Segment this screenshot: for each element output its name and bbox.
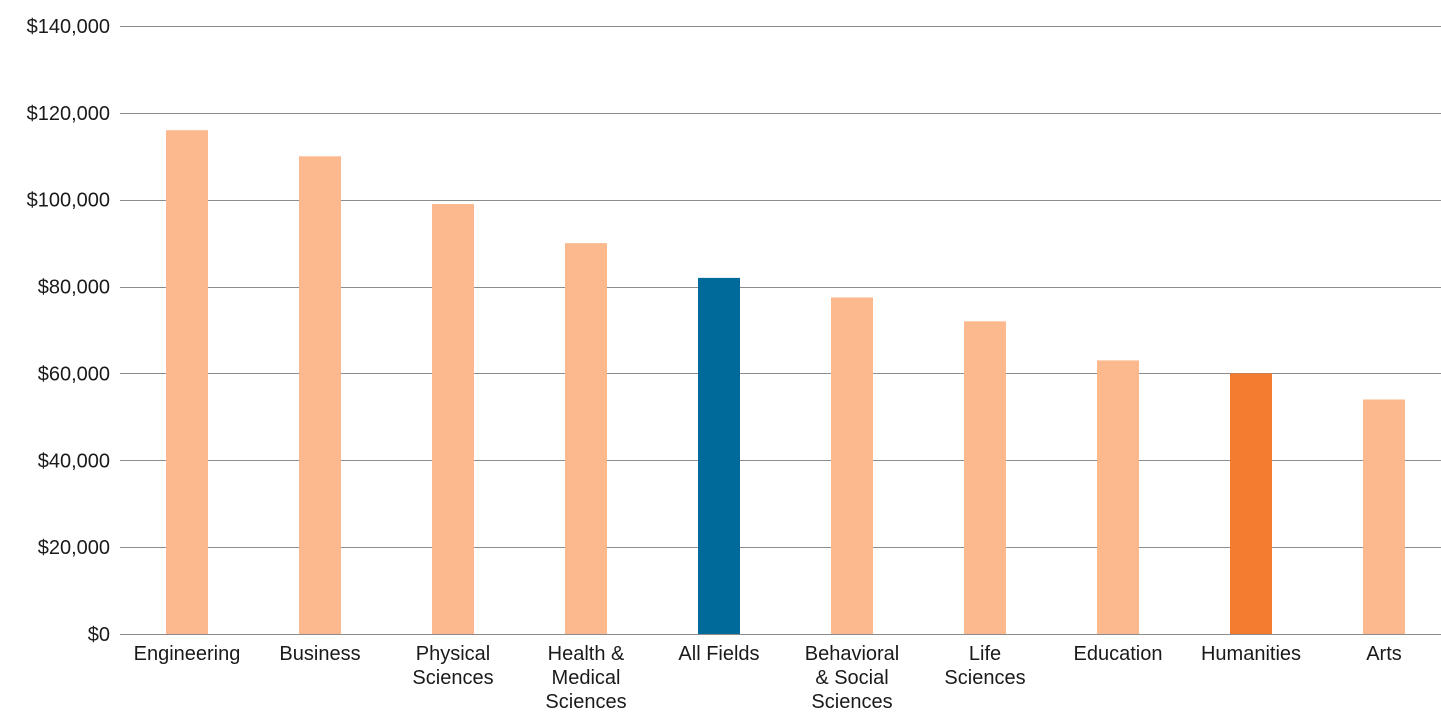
x-tick-label-line: Sciences (944, 667, 1025, 689)
bar (1230, 373, 1272, 634)
x-tick-label-line: All Fields (678, 643, 759, 665)
y-tick-label: $60,000 (38, 363, 110, 385)
x-tick-label-line: Health & (548, 643, 625, 665)
x-tick-label-line: Sciences (412, 667, 493, 689)
x-tick-label-line: Sciences (811, 691, 892, 713)
x-tick-label: Physical Sciences (412, 643, 493, 689)
x-tick-label-line: Engineering (134, 643, 241, 665)
x-tick-label: Education (1074, 643, 1163, 665)
bar (1363, 399, 1405, 634)
y-tick-label: $0 (88, 624, 110, 646)
bar (166, 130, 208, 634)
bar (432, 204, 474, 635)
x-tick-label: Behavioral & Social Sciences (805, 643, 900, 713)
bar (831, 297, 873, 634)
y-axis-tick-labels: $0 $20,000 $40,000 $60,000 $80,000 $100,000 $1… (27, 16, 110, 646)
x-tick-label: Life Sciences (944, 643, 1025, 689)
x-tick-label: Engineering (134, 643, 241, 665)
x-tick-label: All Fields (678, 643, 759, 665)
x-tick-label-line: Physical (416, 643, 490, 665)
x-tick-label-line: Behavioral (805, 643, 900, 665)
x-tick-label-line: Arts (1366, 643, 1402, 665)
bar (964, 321, 1006, 634)
x-tick-label: Business (279, 643, 360, 665)
y-tick-label: $140,000 (27, 16, 110, 38)
x-tick-label-line: Life (969, 643, 1001, 665)
x-tick-label-line: Business (279, 643, 360, 665)
y-tick-label: $100,000 (27, 190, 110, 212)
bar (698, 277, 740, 634)
x-tick-label-line: Humanities (1201, 643, 1301, 665)
x-tick-label-line: Education (1074, 643, 1163, 665)
x-tick-label-line: & Social (815, 667, 888, 689)
y-tick-label: $120,000 (27, 103, 110, 125)
x-tick-label-line: Sciences (545, 691, 626, 713)
y-tick-label: $20,000 (38, 537, 110, 559)
bar (565, 243, 607, 634)
x-tick-label-line: Medical (552, 667, 621, 689)
bars (166, 130, 1405, 635)
x-tick-label: Health & Medical Sciences (545, 643, 626, 713)
x-tick-label: Humanities (1201, 643, 1301, 665)
y-tick-label: $40,000 (38, 450, 110, 472)
bar (1097, 360, 1139, 634)
x-tick-label: Arts (1366, 643, 1402, 665)
x-axis-tick-labels: Engineering Business Physical SciencesHealt… (134, 643, 1402, 713)
bar (299, 156, 341, 635)
y-tick-label: $80,000 (38, 277, 110, 299)
